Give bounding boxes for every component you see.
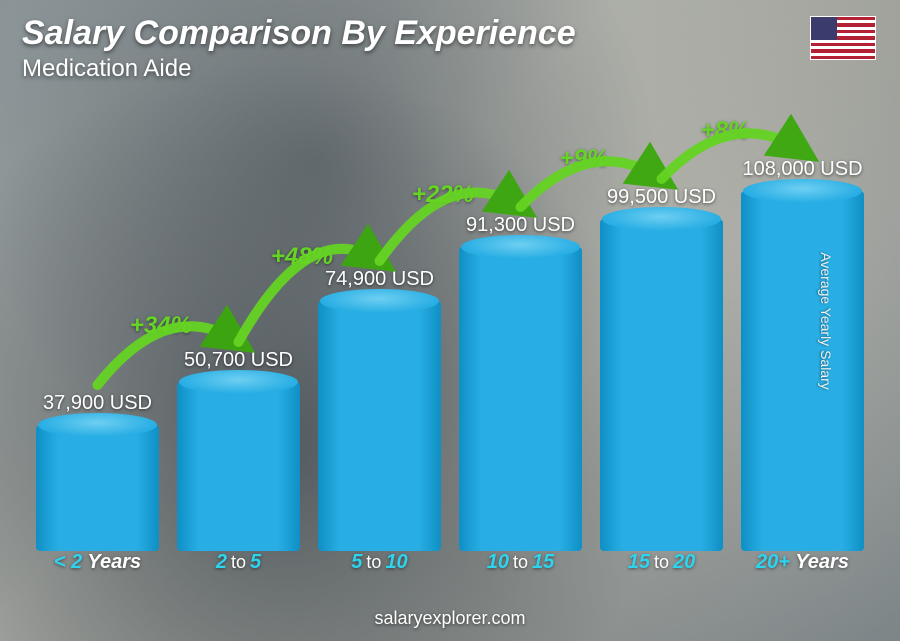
bar-body: [600, 219, 723, 551]
bar-value-label: 50,700 USD: [184, 349, 293, 372]
increase-label: +8%: [701, 117, 750, 145]
bar-2: 74,900 USD: [318, 268, 441, 551]
page-title: Salary Comparison By Experience: [22, 14, 878, 53]
bar-body: [177, 382, 300, 551]
footer-attribution: salaryexplorer.com: [0, 608, 900, 629]
x-label: 5to10: [318, 551, 441, 585]
bar-3: 91,300 USD: [459, 214, 582, 551]
x-axis: < 2 Years 2to5 5to10 10to15 15to20 20+ Years: [30, 551, 870, 585]
bar-value-label: 99,500 USD: [607, 186, 716, 209]
increase-label: +34%: [130, 312, 192, 340]
bar-value-label: 108,000 USD: [742, 158, 862, 181]
header: Salary Comparison By Experience Medicati…: [22, 14, 878, 83]
x-label: 2to5: [177, 551, 300, 585]
increase-label: +22%: [412, 181, 474, 209]
bar-value-label: 37,900 USD: [43, 392, 152, 415]
bar-body: [741, 191, 864, 551]
increase-label: +9%: [560, 145, 609, 173]
increase-label: +48%: [271, 243, 333, 271]
salary-chart: 37,900 USD 50,700 USD 74,900 USD 91,300 USD…: [30, 85, 870, 585]
x-label: < 2 Years: [36, 551, 159, 585]
x-label: 10to15: [459, 551, 582, 585]
bar-0: 37,900 USD: [36, 392, 159, 551]
bar-body: [459, 247, 582, 551]
y-axis-label: Average Yearly Salary: [817, 252, 833, 390]
bar-value-label: 91,300 USD: [466, 214, 575, 237]
x-label: 15to20: [600, 551, 723, 585]
x-label: 20+ Years: [741, 551, 864, 585]
bar-body: [36, 425, 159, 551]
bar-5: 108,000 USD: [741, 158, 864, 551]
us-flag-icon: [810, 16, 876, 60]
bar-4: 99,500 USD: [600, 186, 723, 551]
bar-body: [318, 301, 441, 551]
bar-value-label: 74,900 USD: [325, 268, 434, 291]
page-subtitle: Medication Aide: [22, 55, 878, 83]
bar-1: 50,700 USD: [177, 349, 300, 551]
